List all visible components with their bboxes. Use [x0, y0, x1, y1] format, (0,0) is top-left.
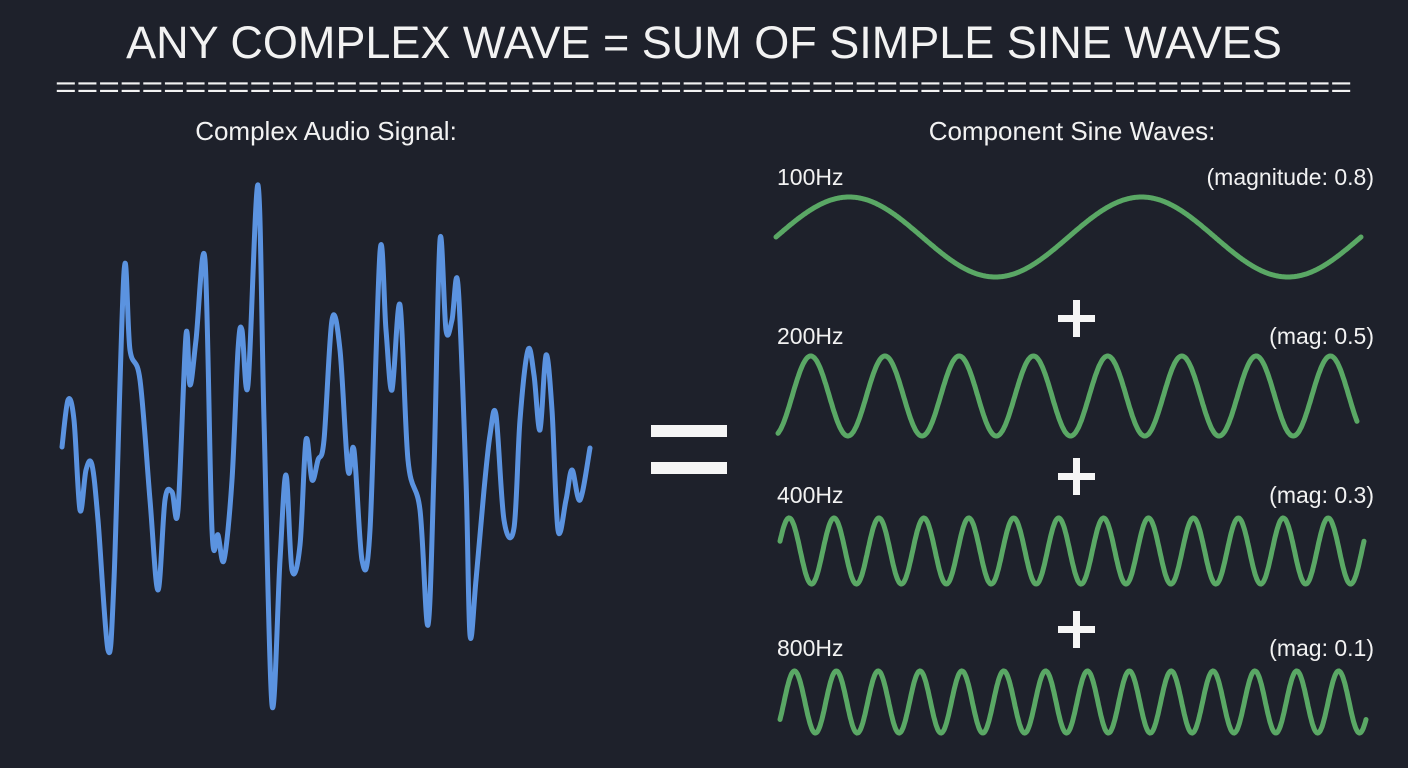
frequency-label: 200Hz [777, 323, 843, 349]
magnitude-label: (mag: 0.3) [1269, 482, 1374, 508]
sine-wave-200hz [775, 353, 1360, 439]
component-200hz: 200Hz (mag: 0.5) [775, 323, 1374, 439]
plus-sign [1058, 611, 1095, 648]
plus-sign [1058, 300, 1095, 337]
magnitude-label: (mag: 0.1) [1269, 635, 1374, 661]
component-400hz: 400Hz (mag: 0.3) [777, 482, 1374, 587]
component-100hz: 100Hz (magnitude: 0.8) [773, 164, 1374, 280]
component-800hz: 800Hz (mag: 0.1) [777, 635, 1374, 736]
title: ANY COMPLEX WAVE = SUM OF SIMPLE SINE WA… [126, 17, 1282, 68]
magnitude-label: (mag: 0.5) [1269, 323, 1374, 349]
sine-wave-100hz [773, 194, 1364, 280]
frequency-label: 800Hz [777, 635, 843, 661]
plus-sign [1058, 458, 1095, 495]
complex-signal-heading: Complex Audio Signal: [195, 116, 457, 146]
components-heading: Component Sine Waves: [929, 116, 1216, 146]
sine-wave-400hz [777, 515, 1367, 587]
frequency-label: 400Hz [777, 482, 843, 508]
sine-wave-800hz [777, 668, 1369, 736]
separator: ========================================… [55, 71, 1352, 104]
equals-sign [651, 425, 727, 474]
magnitude-label: (magnitude: 0.8) [1207, 164, 1374, 190]
complex-wave [59, 182, 593, 711]
frequency-label: 100Hz [777, 164, 843, 190]
